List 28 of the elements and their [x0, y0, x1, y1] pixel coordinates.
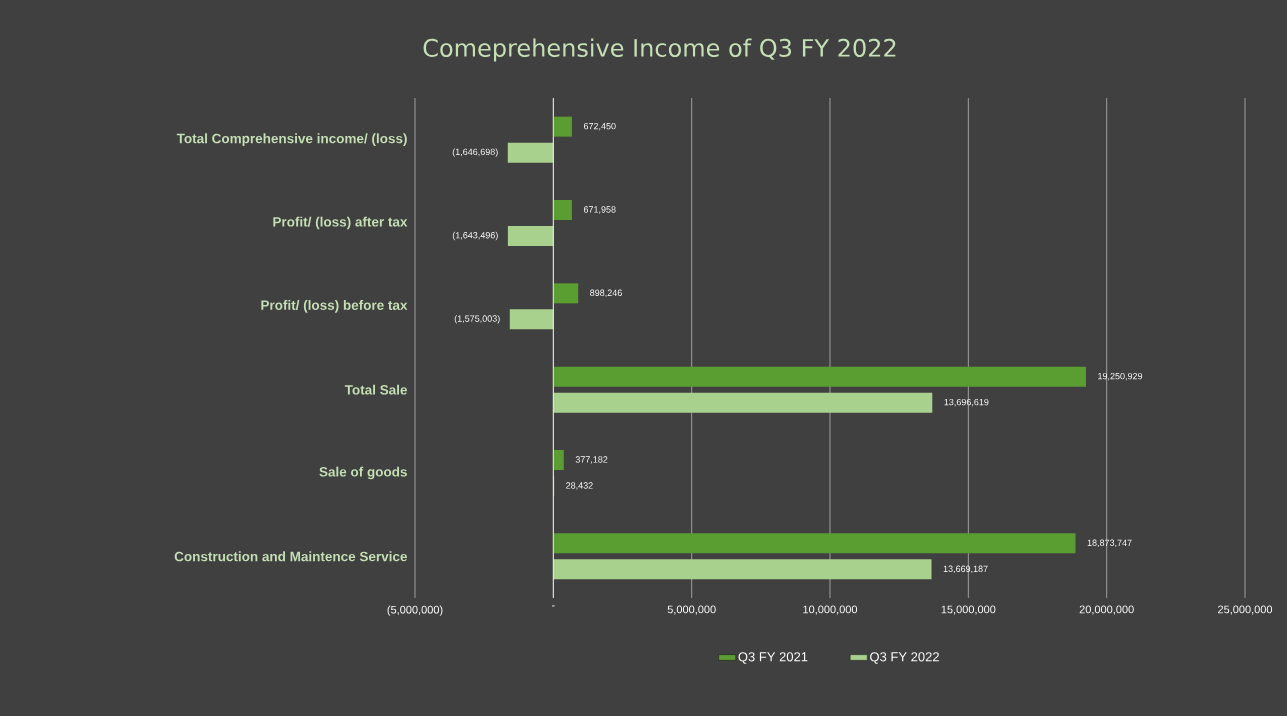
x-tick-label: (5,000,000) [387, 605, 443, 616]
data-label: 672,450 [583, 122, 616, 131]
x-tick-label: - [551, 605, 555, 607]
data-label: 671,958 [583, 206, 616, 214]
chart-title: Comeprehensive Income of Q3 FY 2022 [423, 38, 896, 62]
y-tick-label: Sale of goods [319, 466, 407, 480]
y-tick-label: Profit/ (loss) after tax [273, 216, 408, 230]
x-tick-label: 25,000,000 [1218, 605, 1273, 615]
data-label: 18,873,747 [1087, 539, 1132, 548]
x-tick-label: 5,000,000 [667, 605, 716, 615]
x-tick-label: 20,000,000 [1079, 605, 1134, 615]
y-tick-label: Construction and Maintence Service [174, 551, 407, 562]
data-label: 898,246 [590, 289, 622, 298]
data-label: 377,182 [575, 456, 608, 464]
data-label: 13,669,187 [943, 565, 988, 574]
y-tick-label: Total Comprehensive income/ (loss) [176, 133, 407, 146]
x-tick-label: 10,000,000 [803, 605, 858, 615]
y-tick-label: Profit/ (loss) before tax [261, 300, 408, 313]
x-tick-label: 15,000,000 [941, 605, 996, 615]
data-label: (1,575,003) [454, 315, 500, 324]
legend-label: Q3 FY 2022 [870, 652, 939, 664]
legend-label: Q3 FY 2021 [738, 652, 808, 664]
data-label: 19,250,929 [1098, 372, 1143, 381]
data-label: (1,646,698) [452, 148, 498, 157]
data-label: 13,696,619 [944, 398, 989, 407]
data-label: 28,432 [566, 482, 593, 490]
data-label: (1,643,496) [452, 231, 498, 241]
y-tick-label: Total Sale [344, 384, 407, 395]
